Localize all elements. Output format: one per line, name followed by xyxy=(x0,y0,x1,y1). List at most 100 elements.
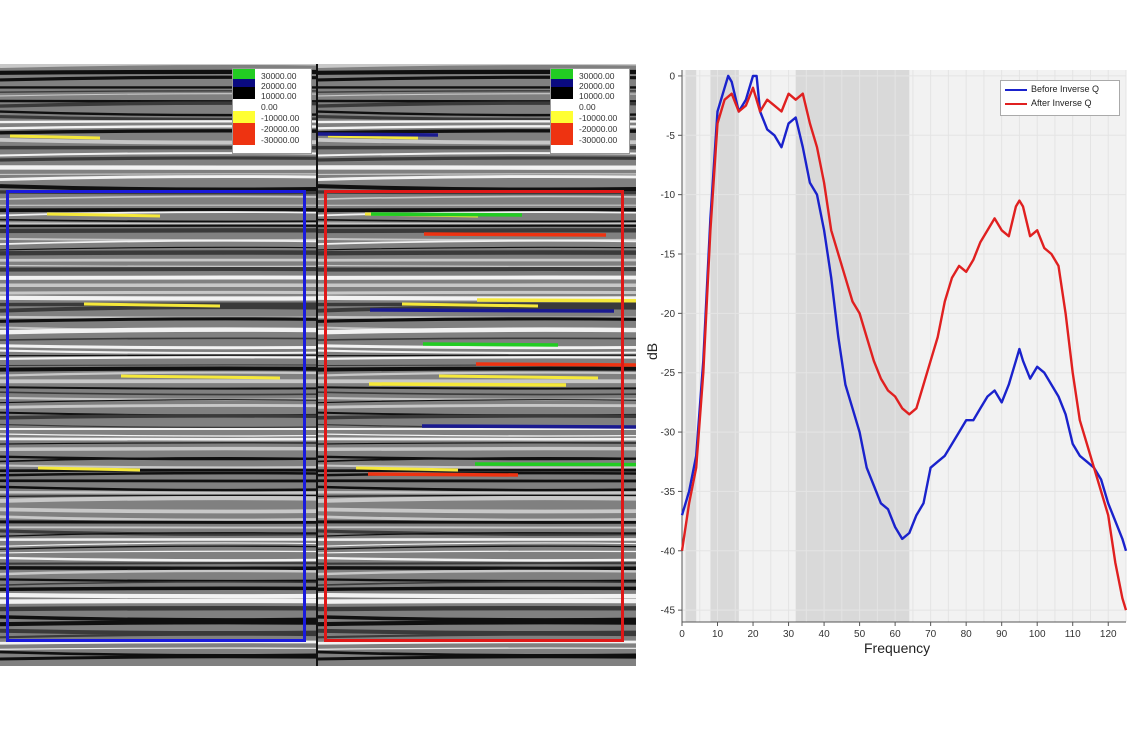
seismic-highlight xyxy=(438,374,599,380)
seismic-reflector xyxy=(0,433,316,437)
series-line-before xyxy=(680,74,1128,552)
seismic-reflector xyxy=(318,615,636,622)
y-tick-label: 0 xyxy=(669,71,675,82)
legend-label: Before Inverse Q xyxy=(1031,84,1100,94)
seismic-reflector xyxy=(0,356,316,360)
seismic-reflector xyxy=(318,391,636,396)
seismic-reflector xyxy=(0,442,316,445)
seismic-reflector xyxy=(0,628,316,636)
seismic-amplitude-highlight xyxy=(368,382,567,387)
seismic-reflector xyxy=(318,586,636,592)
seismic-reflector xyxy=(0,640,316,645)
seismic-reflector xyxy=(0,545,316,550)
seismic-highlight xyxy=(37,466,141,472)
seismic-amplitude-highlight xyxy=(475,362,636,367)
x-tick-label: 40 xyxy=(819,629,831,640)
y-axis-title: dB xyxy=(644,342,660,360)
seismic-highlight xyxy=(83,302,221,308)
colorbar-legend-after: 30000.00 20000.00 10000.00 0.00 -10000.0… xyxy=(550,68,630,154)
chart-legend: Before Inverse Q After Inverse Q xyxy=(1000,80,1120,116)
seismic-reflector xyxy=(318,569,636,576)
seismic-reflector xyxy=(0,620,316,627)
legend-label: After Inverse Q xyxy=(1031,98,1092,108)
seismic-highlight xyxy=(401,302,539,308)
seismic-reflector xyxy=(318,228,636,234)
seismic-amplitude-highlight xyxy=(318,132,439,137)
x-tick-label: 90 xyxy=(996,629,1008,640)
seismic-reflector xyxy=(318,173,636,176)
seismic-reflector xyxy=(0,327,316,335)
seismic-reflector xyxy=(318,356,636,360)
seismic-reflector xyxy=(318,650,636,657)
seismic-reflector xyxy=(0,615,316,622)
seismic-reflector xyxy=(0,550,316,554)
seismic-amplitude-highlight xyxy=(422,342,559,347)
seismic-reflector xyxy=(318,403,636,409)
seismic-reflector xyxy=(318,317,636,323)
shaded-band xyxy=(685,70,697,622)
colorbar-label: -20000.00 xyxy=(261,124,300,134)
seismic-reflector xyxy=(0,266,316,272)
seismic-amplitude-highlight xyxy=(476,298,636,303)
seismic-panel-before: 30000.00 20000.00 10000.00 0.00 -10000.0… xyxy=(0,64,318,666)
seismic-reflector xyxy=(0,556,316,562)
seismic-highlight xyxy=(355,466,459,472)
seismic-reflector xyxy=(0,211,316,217)
x-tick-label: 50 xyxy=(854,629,866,640)
seismic-reflector xyxy=(0,606,316,612)
legend-swatch xyxy=(1005,88,1027,91)
seismic-reflector xyxy=(0,337,316,341)
y-tick-label: -35 xyxy=(661,487,676,498)
legend-entry-after: After Inverse Q xyxy=(1005,98,1092,112)
seismic-reflector xyxy=(318,399,636,404)
seismic-reflector xyxy=(318,224,636,228)
seismic-reflector xyxy=(0,295,316,301)
seismic-reflector xyxy=(0,494,316,497)
seismic-reflector xyxy=(0,423,316,429)
seismic-reflector xyxy=(318,349,636,355)
seismic-reflector xyxy=(318,295,636,301)
y-tick-label: -5 xyxy=(666,131,675,142)
seismic-reflector xyxy=(318,633,636,639)
seismic-reflector xyxy=(318,581,636,586)
colorbar-label: -30000.00 xyxy=(261,135,300,145)
seismic-reflector xyxy=(318,250,636,256)
seismic-reflector xyxy=(318,542,636,547)
seismic-reflector xyxy=(318,592,636,599)
seismic-reflector xyxy=(318,211,636,217)
seismic-reflector xyxy=(318,628,636,636)
seismic-reflector xyxy=(318,578,636,583)
seismic-reflector xyxy=(318,184,636,192)
seismic-reflector xyxy=(0,586,316,592)
seismic-reflector xyxy=(0,655,316,661)
colorbar-legend-before: 30000.00 20000.00 10000.00 0.00 -10000.0… xyxy=(232,68,312,154)
seismic-reflector xyxy=(318,495,636,503)
seismic-reflector xyxy=(318,457,636,463)
seismic-reflector xyxy=(318,218,636,223)
seismic-reflector xyxy=(0,184,316,192)
seismic-reflector xyxy=(0,364,316,367)
colorbar-ramp xyxy=(233,69,255,145)
seismic-reflector xyxy=(0,569,316,576)
x-tick-label: 10 xyxy=(712,629,724,640)
seismic-reflector xyxy=(318,344,636,350)
legend-swatch xyxy=(1005,102,1027,105)
seismic-reflector xyxy=(318,239,636,246)
seismic-reflector xyxy=(0,344,316,350)
seismic-reflector xyxy=(318,647,636,650)
x-tick-label: 100 xyxy=(1029,629,1046,640)
colorbar-label: 0.00 xyxy=(579,102,596,112)
seismic-reflector xyxy=(0,218,316,223)
seismic-reflector xyxy=(0,222,316,225)
seismic-reflector xyxy=(318,468,636,473)
colorbar-label: 10000.00 xyxy=(579,91,615,101)
colorbar-label: 30000.00 xyxy=(579,71,615,81)
y-tick-label: -30 xyxy=(661,428,676,439)
seismic-reflector xyxy=(0,399,316,404)
seismic-reflector xyxy=(0,305,316,313)
spectrum-plot: 0 10 20 30 40 50 60 70 80 90 100 110 120 0 -5 -10 -15 -20… xyxy=(661,70,1128,640)
seismic-reflector xyxy=(318,246,636,251)
seismic-reflector xyxy=(0,515,316,522)
seismic-reflector xyxy=(0,468,316,473)
colorbar-label: 10000.00 xyxy=(261,91,297,101)
